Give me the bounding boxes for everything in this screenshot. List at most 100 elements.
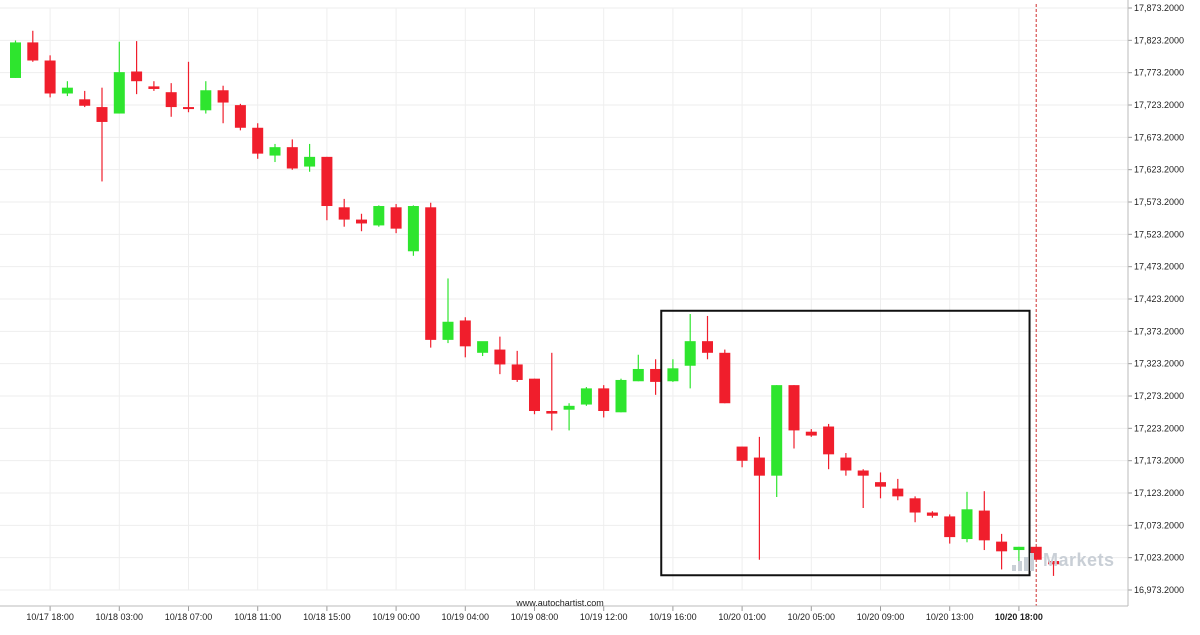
candle-body-down [44,60,56,94]
y-tick-label: 17,373.2000 [1134,326,1184,336]
candle-body-down [996,541,1008,552]
candle-body-up [1013,546,1025,551]
y-tick-label: 17,623.2000 [1134,165,1184,175]
y-tick-label: 17,073.2000 [1134,520,1184,530]
candle-body-down [338,207,350,220]
candle-body-up [580,388,592,405]
candle-body-down [546,411,558,414]
candle-body-up [477,341,489,353]
candle-body-up [632,368,644,382]
candle-body-down [459,320,471,347]
candles-layer [10,30,1059,576]
candle-body-up [442,321,454,340]
x-axis: 10/17 18:00 10/18 03:00 10/18 07:00 10/18 1… [0,605,1128,622]
candle-body-up [667,368,679,382]
candle-body-down [356,219,367,224]
candle-body-up [373,206,385,226]
y-tick-label: 17,273.2000 [1134,391,1184,401]
y-tick-label: 17,123.2000 [1134,488,1184,498]
y-tick-label: 17,873.2000 [1134,3,1184,13]
candle-body-down [1048,561,1059,565]
candle-body-down [511,364,523,380]
candle-body-down [217,90,229,103]
y-tick-label: 16,973.2000 [1134,585,1184,595]
candle-body-down [79,99,91,106]
y-tick-label: 17,323.2000 [1134,359,1184,369]
candle-body-down [252,127,264,154]
y-tick-label: 17,473.2000 [1134,262,1184,272]
candle-body-up [10,42,21,78]
pattern-highlight-box [660,309,1031,577]
y-tick-label: 17,573.2000 [1134,197,1184,207]
candle-body-down [494,349,506,365]
y-tick-label: 17,173.2000 [1134,456,1184,466]
x-tick-label: 10/20 09:00 [857,612,905,622]
candle-body-up [61,87,73,94]
y-axis: 17,873.2000 17,823.2000 17,773.2000 17,723.… [1127,0,1184,606]
candle-body-down [823,426,835,455]
candle-body-up [269,147,281,156]
candle-body-down [598,388,610,412]
candle-body-down [27,42,39,61]
x-tick-label: 10/19 16:00 [649,612,697,622]
x-tick-label: 10/20 05:00 [788,612,836,622]
candle-body-up [615,379,627,413]
candle-body-up [113,72,125,114]
x-tick-label: 10/19 04:00 [442,612,490,622]
x-tick-label: 10/17 18:00 [26,612,74,622]
candle-body-down [425,207,437,340]
grid-lines [0,7,1128,591]
candle-body-down [978,510,990,541]
candle-body-down [719,352,731,404]
candle-body-down [857,470,869,476]
candle-body-down [1030,546,1042,560]
candle-body-down [286,147,298,169]
candle-body-up [684,341,696,366]
candle-body-down [148,86,160,89]
candle-body-down [840,457,852,471]
y-tick-label: 17,673.2000 [1134,132,1184,142]
y-tick-label: 17,023.2000 [1134,553,1184,563]
brand-bars-icon [1012,553,1042,571]
candle-body-down [875,482,886,487]
candle-body-down [165,92,177,108]
source-text: www.autochartist.com [516,598,604,608]
candle-body-down [390,207,402,229]
candle-body-up [407,206,419,252]
candle-body-down [529,378,540,412]
x-tick-label: 10/18 15:00 [303,612,351,622]
candle-body-down [234,105,246,128]
candle-body-up [961,509,973,540]
candle-body-down [892,488,904,497]
x-tick-label: 10/20 01:00 [718,612,766,622]
candle-body-down [131,71,143,82]
x-tick-label: 10/19 12:00 [580,612,628,622]
y-tick-label: 17,823.2000 [1134,35,1184,45]
x-tick-label: 10/20 18:00 [995,612,1043,622]
candle-body-down [183,107,194,110]
candle-body-down [702,341,713,353]
candle-body-down [736,446,748,461]
watermark-text: Markets [1043,550,1115,570]
candle-body-up [563,405,575,410]
candle-body-down [650,368,662,382]
candle-body-up [200,90,212,111]
candle-body-down [944,516,956,538]
y-tick-label: 17,523.2000 [1134,229,1184,239]
candle-body-up [304,156,316,167]
candle-body-up [771,385,783,476]
candle-body-down [753,457,765,476]
candle-body-down [788,385,800,431]
candle-body-down [909,498,921,513]
candle-body-down [805,431,817,436]
candle-body-down [96,107,108,122]
y-tick-label: 17,423.2000 [1134,294,1184,304]
overlay-layer [660,4,1037,606]
x-tick-label: 10/18 03:00 [96,612,144,622]
x-tick-label: 10/18 07:00 [165,612,213,622]
x-tick-label: 10/19 08:00 [511,612,559,622]
x-tick-label: 10/19 00:00 [372,612,420,622]
y-tick-label: 17,773.2000 [1134,68,1184,78]
